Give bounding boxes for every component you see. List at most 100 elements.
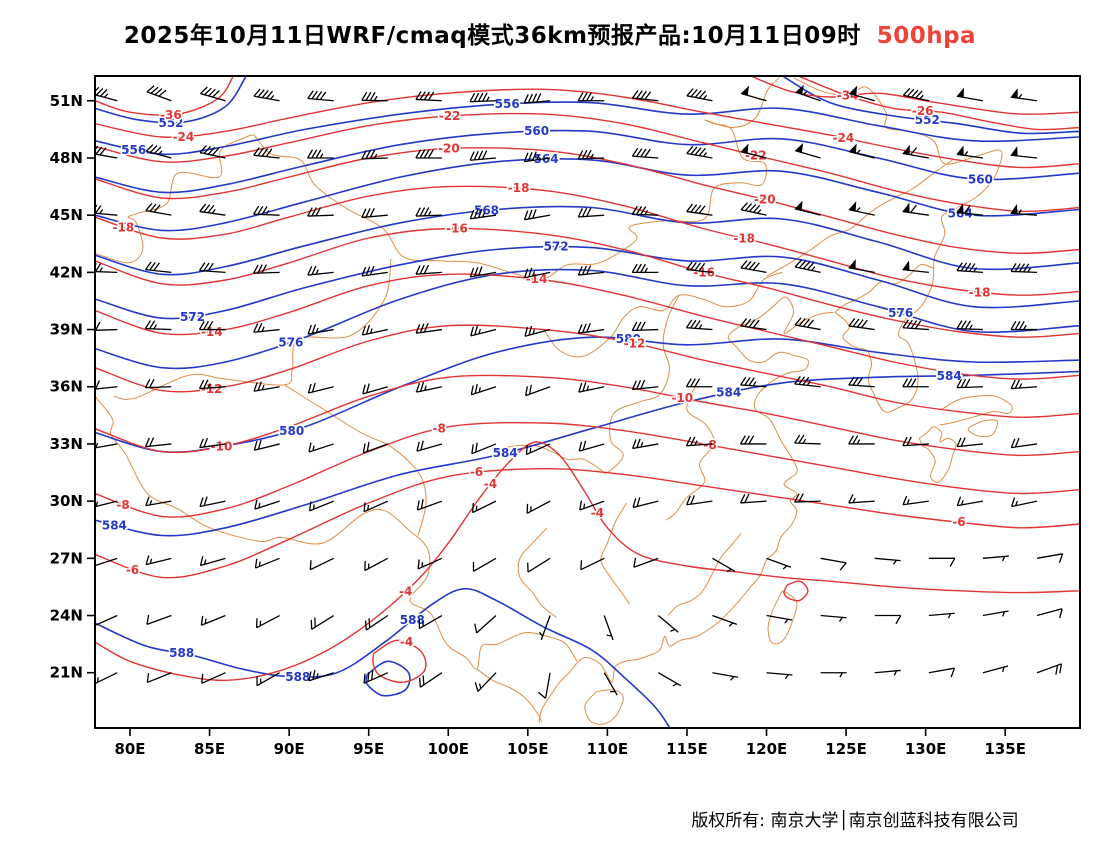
wind-barb bbox=[928, 612, 955, 619]
wind-barb bbox=[631, 379, 659, 391]
height-contour-584 bbox=[95, 370, 1080, 537]
wind-barb bbox=[201, 672, 226, 684]
wind-barb bbox=[363, 670, 389, 684]
wind-barb bbox=[415, 322, 442, 334]
wind-barb bbox=[307, 265, 334, 276]
wind-barb bbox=[199, 262, 226, 274]
temp-contour--26 bbox=[798, 76, 1080, 131]
wind-barb bbox=[874, 614, 902, 625]
wind-barb bbox=[145, 202, 172, 216]
height-contour-568 bbox=[95, 205, 1080, 276]
wind-barb bbox=[794, 200, 821, 216]
wind-barb bbox=[253, 88, 280, 102]
map-boundary-qinghai-sichuan bbox=[284, 384, 427, 536]
contour-label: -20 bbox=[438, 141, 460, 155]
wind-barb bbox=[712, 614, 738, 627]
temp-contour--34 bbox=[750, 76, 1080, 115]
lat-tick-label: 51N bbox=[50, 92, 83, 110]
lon-tick-label: 105E bbox=[507, 740, 549, 758]
wind-barb bbox=[307, 149, 334, 159]
wind-barb bbox=[470, 384, 497, 396]
wind-barb bbox=[415, 91, 442, 102]
height-contour-564 bbox=[95, 157, 1080, 232]
wind-barb bbox=[848, 143, 875, 159]
wind-barb bbox=[577, 265, 605, 276]
wind-barb bbox=[144, 261, 172, 274]
wind-barb bbox=[794, 259, 821, 273]
wind-barb bbox=[579, 500, 605, 511]
contour-label: 584 bbox=[937, 369, 962, 383]
contour-label: -10 bbox=[671, 391, 693, 405]
wind-barb bbox=[95, 557, 118, 567]
wind-barb bbox=[982, 665, 1009, 674]
wind-barb bbox=[1010, 263, 1038, 274]
wind-barb bbox=[578, 440, 605, 452]
wind-barb bbox=[256, 672, 280, 687]
wind-barb bbox=[415, 207, 442, 217]
wind-barb bbox=[874, 557, 901, 565]
lat-tick-label: 27N bbox=[50, 549, 83, 567]
lon-tick-label: 135E bbox=[984, 740, 1026, 758]
wind-barb bbox=[874, 669, 901, 676]
height-contour-552 bbox=[95, 76, 247, 124]
map-boundary-south-central bbox=[600, 502, 631, 605]
wind-barb bbox=[471, 442, 497, 455]
map-boundary-korea bbox=[834, 268, 935, 413]
map-boundary-ne-provinces bbox=[766, 159, 953, 277]
wind-barb bbox=[603, 615, 614, 641]
temp-contour--4 bbox=[372, 639, 427, 684]
wind-barb bbox=[631, 89, 659, 102]
height-contour-588 bbox=[365, 660, 411, 697]
contour-label: 580 bbox=[616, 332, 641, 346]
contour-label: -12 bbox=[624, 336, 646, 350]
lat-tick-label: 48N bbox=[50, 149, 83, 167]
wind-barb bbox=[740, 143, 767, 159]
wind-barb bbox=[794, 317, 821, 331]
temp-contour--36 bbox=[95, 76, 234, 116]
wind-barb bbox=[419, 672, 443, 688]
wind-barb bbox=[740, 260, 767, 274]
wind-barb bbox=[525, 443, 551, 456]
height-contour-576 bbox=[95, 268, 1080, 370]
wind-barb bbox=[740, 376, 767, 388]
wind-barb bbox=[956, 203, 984, 216]
contour-label: 576 bbox=[888, 306, 913, 320]
wind-barb bbox=[686, 145, 713, 159]
wind-barb bbox=[848, 259, 875, 274]
wind-barb bbox=[255, 614, 280, 629]
wind-barb bbox=[200, 614, 226, 626]
wind-barb bbox=[657, 672, 682, 687]
map-boundary-mongolia-border bbox=[253, 119, 767, 281]
wind-barb bbox=[199, 556, 226, 567]
lon-tick-label: 90E bbox=[274, 740, 305, 758]
wind-barb bbox=[739, 493, 767, 504]
wind-barb bbox=[848, 376, 875, 388]
wind-barb bbox=[956, 437, 984, 448]
lat-tick-label: 39N bbox=[50, 321, 83, 339]
wind-barb bbox=[416, 440, 443, 452]
height-contour-560 bbox=[95, 129, 1080, 194]
contour-label: -26 bbox=[912, 104, 934, 118]
wind-barb bbox=[633, 557, 659, 568]
wind-barb bbox=[527, 557, 551, 573]
wind-barb bbox=[794, 375, 821, 388]
contour-label: 556 bbox=[495, 97, 520, 111]
wind-barb bbox=[417, 557, 443, 570]
lat-tick-label: 42N bbox=[50, 263, 83, 281]
wind-barb bbox=[307, 324, 334, 335]
wind-barb bbox=[146, 85, 172, 102]
lon-tick-label: 100E bbox=[427, 740, 469, 758]
wind-barbs bbox=[95, 84, 1064, 699]
wind-barb bbox=[632, 438, 659, 450]
contour-label: -18 bbox=[733, 232, 755, 246]
wind-barb bbox=[956, 378, 983, 389]
wind-barb bbox=[469, 150, 497, 161]
wind-barb bbox=[577, 92, 605, 102]
wind-barb bbox=[415, 149, 442, 159]
contour-label: 572 bbox=[180, 310, 205, 324]
contour-label: -12 bbox=[201, 382, 223, 396]
wind-barb bbox=[794, 142, 821, 159]
wind-barb bbox=[686, 88, 713, 102]
wind-barb bbox=[364, 614, 389, 631]
contour-label: 572 bbox=[544, 240, 569, 254]
